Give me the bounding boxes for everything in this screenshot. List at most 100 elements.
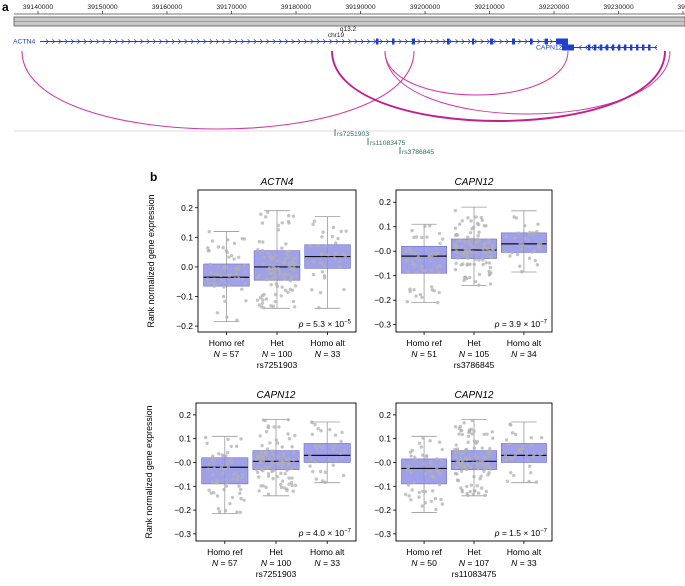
data-point <box>406 464 410 468</box>
data-point <box>482 469 486 474</box>
data-point <box>488 467 493 471</box>
data-point <box>241 472 245 477</box>
data-point <box>459 486 463 490</box>
data-point <box>512 215 516 219</box>
data-point <box>280 221 284 225</box>
data-point <box>312 219 317 223</box>
data-point <box>242 498 246 502</box>
data-point <box>276 454 281 458</box>
data-point <box>225 315 229 319</box>
data-point <box>518 242 522 246</box>
data-point <box>459 469 464 473</box>
data-point <box>474 257 478 261</box>
capn12-exon <box>636 44 639 51</box>
capn12-exon <box>630 44 633 51</box>
data-point <box>483 462 488 467</box>
data-point <box>488 255 493 259</box>
x-category-label: Homo ref <box>406 547 442 557</box>
panel-b-label: b <box>150 170 157 184</box>
data-point <box>216 245 221 249</box>
data-point <box>454 261 458 266</box>
data-point <box>461 252 466 256</box>
data-point <box>240 277 245 282</box>
capn12-exon <box>562 44 574 51</box>
data-point <box>293 483 298 488</box>
data-point <box>338 451 343 456</box>
data-point <box>428 224 432 228</box>
data-point <box>263 215 268 219</box>
data-point <box>284 459 288 463</box>
data-point <box>440 447 444 452</box>
data-point <box>221 471 225 476</box>
data-point <box>261 240 265 244</box>
data-point <box>311 222 315 227</box>
data-point <box>259 450 263 455</box>
data-point <box>464 250 468 254</box>
y-tick-label: 0.2 <box>379 197 391 207</box>
data-point <box>268 271 272 276</box>
data-point <box>264 430 269 434</box>
data-point <box>258 296 263 300</box>
p-value: p = 4.0 × 10−7 <box>298 528 352 538</box>
data-point <box>410 259 415 263</box>
actn4-strand-chevron <box>285 39 289 44</box>
actn4-strand-chevron <box>115 39 119 44</box>
data-point <box>538 452 542 456</box>
data-point <box>340 430 344 435</box>
data-point <box>268 255 272 259</box>
data-point <box>430 473 434 478</box>
data-point <box>412 262 417 267</box>
data-point <box>479 215 483 220</box>
actn4-strand-chevron <box>171 39 175 44</box>
data-point <box>413 457 417 461</box>
data-point <box>486 449 490 454</box>
actn4-strand-chevron <box>222 39 226 44</box>
data-point <box>332 256 337 260</box>
data-point <box>319 429 323 433</box>
data-point <box>537 246 542 250</box>
actn4-strand-chevron <box>178 39 182 44</box>
data-point <box>244 299 248 303</box>
actn4-strand-chevron <box>474 39 478 44</box>
plot-title: ACTN4 <box>260 177 294 188</box>
data-point <box>311 469 315 474</box>
data-point <box>485 247 489 251</box>
data-point <box>467 430 472 434</box>
ruler-tick-label: 39140000 <box>23 4 53 11</box>
data-point <box>285 488 289 493</box>
data-point <box>236 276 241 281</box>
data-point <box>260 443 264 448</box>
data-point <box>472 429 476 433</box>
data-point <box>266 210 270 215</box>
capn12-exon <box>618 44 621 51</box>
data-point <box>314 477 318 481</box>
gene-label-capn12: CAPN12 <box>536 45 563 52</box>
data-point <box>469 483 474 487</box>
data-point <box>229 444 233 449</box>
chrom-label: chr19 <box>328 32 345 39</box>
y-tick-label: −0.2 <box>374 295 391 305</box>
data-point <box>512 473 516 478</box>
data-point <box>271 476 275 481</box>
actn4-strand-chevron <box>549 39 553 44</box>
data-point <box>256 465 261 469</box>
data-point <box>259 212 263 216</box>
data-point <box>264 485 268 490</box>
data-point <box>286 418 291 422</box>
data-point <box>256 475 261 479</box>
data-point <box>227 274 231 278</box>
data-point <box>205 441 209 445</box>
data-point <box>429 459 433 463</box>
actn4-strand-chevron <box>247 39 251 44</box>
data-point <box>409 470 413 475</box>
data-point <box>529 470 533 475</box>
data-point <box>316 244 320 248</box>
data-point <box>513 432 518 437</box>
data-point <box>491 436 495 440</box>
data-point <box>338 259 342 264</box>
data-point <box>477 258 481 262</box>
actn4-strand-chevron <box>322 39 327 44</box>
data-point <box>488 446 492 451</box>
y-tick-label: 0.2 <box>379 410 391 420</box>
data-point <box>223 509 228 513</box>
